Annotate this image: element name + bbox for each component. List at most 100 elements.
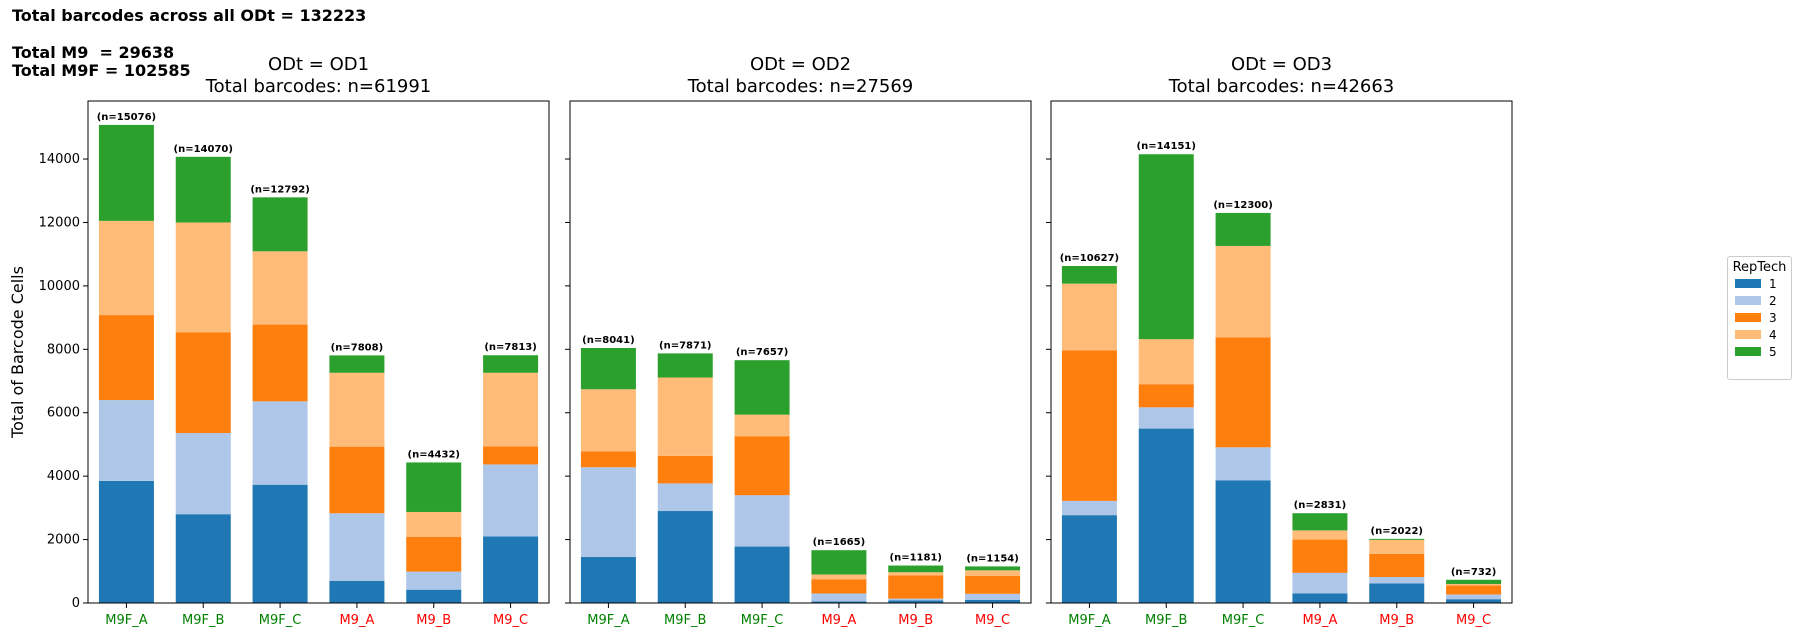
bar-3-M9F_C-rep4 bbox=[1215, 245, 1271, 338]
bar-1-M9_A-rep1 bbox=[329, 580, 385, 603]
bar-2-M9_A-rep3 bbox=[811, 579, 867, 594]
bar-3-M9F_B-rep2 bbox=[1138, 407, 1194, 429]
panel-title-1-line-1: ODt = OD1 bbox=[268, 54, 369, 75]
bar-2-M9_B-rep2 bbox=[888, 598, 944, 601]
x-tick-label-3-M9_C: M9_C bbox=[1456, 613, 1491, 628]
bar-1-M9F_A-rep2 bbox=[98, 400, 154, 481]
bar-3-M9_B-rep2 bbox=[1369, 576, 1425, 584]
bar-2-M9_B-rep4 bbox=[888, 572, 944, 576]
bar-2-M9_A-rep1 bbox=[811, 601, 867, 603]
bar-total-label-2-M9_C: (n=1154) bbox=[966, 553, 1018, 564]
bar-3-M9_A-rep3 bbox=[1292, 539, 1348, 573]
bar-2-M9_A-rep4 bbox=[811, 574, 867, 580]
x-tick-label-2-M9F_C: M9F_C bbox=[741, 613, 784, 628]
bar-1-M9_C-rep3 bbox=[483, 446, 539, 465]
bar-2-M9_C-rep3 bbox=[965, 575, 1021, 594]
bar-3-M9_C-rep2 bbox=[1446, 594, 1502, 600]
y-tick-label-1: 2000 bbox=[47, 533, 80, 548]
bar-total-label-3-M9_B: (n=2022) bbox=[1371, 526, 1423, 537]
bar-2-M9F_C-rep3 bbox=[734, 436, 790, 496]
bar-1-M9_A-rep2 bbox=[329, 513, 385, 581]
x-tick-label-1-M9_B: M9_B bbox=[416, 613, 451, 628]
bar-2-M9F_A-rep5 bbox=[580, 348, 636, 390]
bar-1-M9F_B-rep4 bbox=[175, 222, 231, 333]
bar-3-M9_C-rep5 bbox=[1446, 579, 1502, 584]
bar-total-label-2-M9F_C: (n=7657) bbox=[736, 347, 788, 358]
bar-1-M9F_C-rep1 bbox=[252, 484, 308, 603]
bar-total-label-3-M9F_C: (n=12300) bbox=[1213, 200, 1272, 211]
header-total-m9: Total M9 = 29638 bbox=[12, 43, 175, 62]
bar-total-label-1-M9_A: (n=7808) bbox=[331, 342, 383, 353]
bar-total-label-2-M9F_A: (n=8041) bbox=[582, 335, 634, 346]
bar-1-M9F_C-rep5 bbox=[252, 197, 308, 252]
x-tick-label-3-M9F_B: M9F_B bbox=[1145, 613, 1187, 628]
x-tick-label-3-M9_B: M9_B bbox=[1379, 613, 1414, 628]
bar-3-M9_B-rep3 bbox=[1369, 553, 1425, 577]
bar-1-M9F_B-rep3 bbox=[175, 332, 231, 434]
legend-label-4: 4 bbox=[1769, 327, 1777, 342]
bar-1-M9F_B-rep2 bbox=[175, 433, 231, 515]
bar-3-M9F_B-rep4 bbox=[1138, 339, 1194, 385]
bar-total-label-2-M9F_B: (n=7871) bbox=[659, 340, 711, 351]
bar-2-M9F_B-rep2 bbox=[657, 483, 713, 512]
x-tick-label-2-M9_C: M9_C bbox=[975, 613, 1010, 628]
bar-2-M9F_B-rep5 bbox=[657, 353, 713, 378]
legend-item-5: 5 bbox=[1735, 343, 1791, 360]
y-tick-label-6: 12000 bbox=[39, 215, 80, 230]
bar-3-M9_A-rep2 bbox=[1292, 572, 1348, 594]
bar-3-M9F_C-rep2 bbox=[1215, 447, 1271, 481]
x-tick-label-3-M9_A: M9_A bbox=[1302, 613, 1337, 628]
bar-1-M9F_A-rep3 bbox=[98, 315, 154, 401]
bar-3-M9F_B-rep1 bbox=[1138, 428, 1194, 603]
legend-label-1: 1 bbox=[1769, 276, 1777, 291]
panel-title-3-line-2: Total barcodes: n=42663 bbox=[1168, 76, 1395, 97]
x-tick-label-3-M9F_A: M9F_A bbox=[1068, 613, 1110, 628]
header-total-m9f: Total M9F = 102585 bbox=[12, 61, 191, 80]
bar-3-M9_C-rep1 bbox=[1446, 599, 1502, 603]
bar-1-M9_B-rep3 bbox=[406, 536, 462, 572]
bar-1-M9F_A-rep5 bbox=[98, 124, 154, 221]
bar-2-M9_C-rep5 bbox=[965, 566, 1021, 571]
bar-2-M9_C-rep4 bbox=[965, 570, 1021, 576]
bar-3-M9_A-rep5 bbox=[1292, 513, 1348, 531]
panel-frame-1 bbox=[87, 100, 550, 604]
x-tick-label-1-M9F_B: M9F_B bbox=[182, 613, 224, 628]
x-tick-label-1-M9F_A: M9F_A bbox=[105, 613, 147, 628]
bar-total-label-3-M9F_B: (n=14151) bbox=[1137, 141, 1196, 152]
y-tick-label-7: 14000 bbox=[39, 152, 80, 167]
bar-1-M9_B-rep4 bbox=[406, 511, 462, 537]
bar-3-M9F_B-rep5 bbox=[1138, 154, 1194, 340]
bar-3-M9F_A-rep2 bbox=[1061, 500, 1117, 516]
panel-frame-3 bbox=[1050, 100, 1513, 604]
y-axis-label: Total of Barcode Cells bbox=[8, 266, 27, 439]
legend-label-5: 5 bbox=[1769, 344, 1777, 359]
bar-total-label-1-M9F_B: (n=14070) bbox=[174, 144, 233, 155]
bar-1-M9_C-rep2 bbox=[483, 464, 539, 537]
bar-2-M9F_B-rep4 bbox=[657, 377, 713, 456]
bar-3-M9_A-rep1 bbox=[1292, 593, 1348, 603]
bar-1-M9F_C-rep2 bbox=[252, 401, 308, 485]
bar-3-M9F_A-rep1 bbox=[1061, 515, 1117, 603]
legend-swatch-1 bbox=[1735, 279, 1761, 288]
bar-3-M9_C-rep4 bbox=[1446, 583, 1502, 586]
bar-2-M9_B-rep3 bbox=[888, 575, 944, 599]
bar-2-M9_B-rep5 bbox=[888, 565, 944, 573]
bar-2-M9F_B-rep3 bbox=[657, 455, 713, 484]
bar-2-M9_B-rep1 bbox=[888, 600, 944, 603]
bar-total-label-1-M9_C: (n=7813) bbox=[484, 342, 536, 353]
x-tick-label-3-M9F_C: M9F_C bbox=[1222, 613, 1265, 628]
x-tick-label-2-M9F_A: M9F_A bbox=[587, 613, 629, 628]
bar-2-M9_A-rep5 bbox=[811, 550, 867, 575]
bar-1-M9_A-rep3 bbox=[329, 446, 385, 514]
bar-3-M9_B-rep1 bbox=[1369, 583, 1425, 603]
legend-swatch-5 bbox=[1735, 347, 1761, 356]
bar-3-M9_B-rep5 bbox=[1369, 538, 1425, 540]
bar-1-M9_C-rep4 bbox=[483, 372, 539, 447]
bar-1-M9F_A-rep4 bbox=[98, 220, 154, 316]
y-tick-label-2: 4000 bbox=[47, 469, 80, 484]
bar-1-M9F_B-rep1 bbox=[175, 514, 231, 603]
bar-1-M9_C-rep1 bbox=[483, 536, 539, 603]
bar-1-M9_A-rep5 bbox=[329, 355, 385, 373]
bar-1-M9F_C-rep3 bbox=[252, 324, 308, 402]
